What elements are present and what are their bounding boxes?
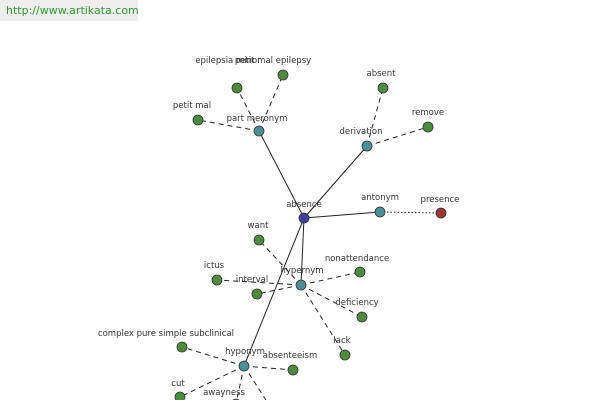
node	[295, 279, 307, 291]
edge	[181, 346, 245, 367]
edge	[243, 365, 294, 371]
node-label: hyponym	[225, 347, 265, 357]
edge	[300, 284, 346, 356]
node-label: petit mal epilepsy	[235, 56, 311, 66]
node-label: interval	[236, 275, 268, 285]
edge	[179, 365, 245, 398]
node	[356, 311, 368, 323]
node	[298, 212, 310, 224]
node	[277, 69, 289, 81]
node-label: awayness	[203, 388, 245, 398]
node-label: antonym	[361, 193, 399, 203]
node-label: absent	[367, 69, 397, 79]
node-label: complex pure simple subclinical	[98, 329, 234, 339]
node	[422, 121, 434, 133]
url-link[interactable]: http://www.artikata.com	[6, 4, 139, 17]
edge	[366, 87, 384, 147]
node-label: remove	[412, 108, 444, 118]
node	[253, 234, 265, 246]
node	[354, 266, 366, 278]
edge	[236, 365, 245, 400]
node	[374, 206, 386, 218]
node	[377, 82, 389, 94]
node-label: presence	[421, 195, 460, 205]
node	[287, 364, 299, 376]
edge	[379, 211, 442, 214]
node-label: cut	[171, 379, 185, 389]
node-label: absence	[286, 200, 322, 210]
edge	[258, 239, 302, 286]
edge	[258, 74, 284, 132]
node	[251, 288, 263, 300]
edge	[366, 126, 429, 147]
node	[211, 274, 223, 286]
node	[176, 341, 188, 353]
node	[253, 125, 265, 137]
edge	[258, 130, 305, 219]
node-label: derivation	[339, 127, 382, 137]
edge	[256, 284, 302, 295]
node	[339, 349, 351, 361]
edge	[243, 365, 267, 400]
edge	[197, 119, 260, 132]
node	[238, 360, 250, 372]
edge	[236, 87, 260, 132]
url-box	[0, 0, 138, 21]
edge	[300, 217, 305, 286]
edge	[303, 145, 368, 219]
edge	[300, 284, 363, 318]
node	[361, 140, 373, 152]
node-label: lack	[333, 336, 350, 346]
edge	[303, 211, 381, 219]
node	[231, 82, 243, 94]
node-label: petit mal	[173, 101, 211, 111]
edge	[243, 217, 305, 367]
node	[435, 207, 447, 219]
node-label: ictus	[204, 261, 225, 271]
node-label: absenteeism	[263, 351, 318, 361]
node-label: hypernym	[280, 266, 323, 276]
node-label: part meronym	[227, 114, 288, 124]
edge	[300, 271, 361, 286]
node-label: deficiency	[335, 298, 378, 308]
node	[174, 391, 186, 400]
node	[192, 114, 204, 126]
node-label: want	[248, 221, 270, 231]
node-label: epilepsia minor	[195, 56, 261, 66]
node-label: nonattendance	[325, 254, 389, 264]
